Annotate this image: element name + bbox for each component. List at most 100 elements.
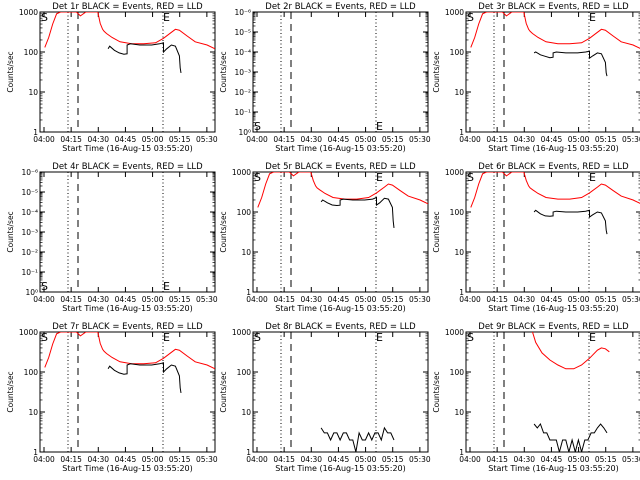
y-axis-label: Counts/sec [432,211,441,252]
x-tick-label: 05:15 [169,295,191,304]
x-axis-label: Start Time (16-Aug-15 03:55:20) [62,144,193,153]
x-tick-label: 04:30 [513,135,535,144]
x-tick-label: 04:00 [33,135,55,144]
x-tick-label: 04:45 [328,295,350,304]
y-tick-label: 1 [33,128,38,137]
x-tick-label: 04:00 [33,455,55,464]
x-tick-label: 05:15 [382,455,404,464]
y-tick-label: 10⁻² [21,248,38,257]
x-tick-label: 04:15 [273,135,295,144]
x-tick-label: 05:30 [622,135,640,144]
x-tick-label: 04:45 [541,295,563,304]
y-tick-label: 100 [24,368,39,377]
y-tick-label: 100 [450,368,465,377]
y-tick-label: 10⁻³ [234,68,251,77]
marker-e: E [376,171,383,184]
x-tick-label: 05:00 [568,295,590,304]
plot-frame [39,11,216,133]
marker-s: S [467,171,474,184]
chart-title: Det 5r BLACK = Events, RED = LLD [265,162,416,172]
x-tick-label: 05:30 [622,455,640,464]
plot-frame [252,331,429,453]
x-tick-label: 04:30 [513,455,535,464]
panel-det-6r: Det 6r BLACK = Events, RED = LLD 1 10 100 10… [432,162,640,313]
x-tick-label: 04:45 [541,135,563,144]
y-axis-label: Counts/sec [219,51,228,92]
x-axis-label: Start Time (16-Aug-15 03:55:20) [488,464,619,473]
y-tick-label: 100 [237,208,252,217]
panel-det-5r: Det 5r BLACK = Events, RED = LLD 1 10 100 10… [219,162,431,313]
y-tick-label: 1000 [232,328,251,337]
series-events [533,422,608,452]
x-tick-label: 04:30 [300,135,322,144]
x-tick-label: 04:45 [541,455,563,464]
panel-det-8r: Det 8r BLACK = Events, RED = LLD 1 10 100 10… [219,322,431,473]
plot-frame [252,171,429,293]
x-tick-label: 05:15 [595,295,617,304]
y-tick-label: 100 [24,48,39,57]
y-axis-label: Counts/sec [6,51,15,92]
y-axis-label: Counts/sec [219,371,228,412]
marker-s: S [41,11,48,24]
y-axis-label: Counts/sec [6,211,15,252]
x-tick-label: 05:30 [409,295,431,304]
panel-det-1r: Det 1r BLACK = Events, RED = LLD 1 10 100 10… [6,2,218,153]
x-tick-label: 05:15 [382,295,404,304]
y-tick-label: 1000 [19,8,38,17]
x-tick-label: 04:30 [513,295,535,304]
marker-s: S [254,120,261,133]
chart-title: Det 9r BLACK = Events, RED = LLD [478,322,629,332]
series-lld [532,332,610,370]
series-events [320,196,395,228]
x-tick-label: 05:00 [142,295,164,304]
x-tick-label: 04:00 [246,295,268,304]
marker-e: E [589,171,596,184]
y-tick-label: 1 [33,448,38,457]
y-tick-label: 10⁻¹ [234,108,251,117]
x-tick-label: 05:15 [595,135,617,144]
y-tick-label: 10⁻⁴ [234,48,251,57]
x-tick-label: 05:30 [409,455,431,464]
panel-det-9r: Det 9r BLACK = Events, RED = LLD 1 10 100 10… [432,322,640,473]
y-tick-label: 1000 [232,168,251,177]
chart-title: Det 6r BLACK = Events, RED = LLD [478,162,629,172]
series-events [533,50,608,77]
series-lld [257,172,428,208]
x-tick-label: 04:30 [87,295,109,304]
marker-e: E [163,280,170,293]
x-tick-label: 04:30 [300,455,322,464]
y-tick-label: 10 [241,408,251,417]
y-axis-label: Counts/sec [219,211,228,252]
y-tick-label: 10 [28,88,38,97]
y-tick-label: 10⁻⁶ [234,8,251,17]
y-tick-label: 10 [454,408,464,417]
x-tick-label: 04:15 [486,295,508,304]
x-tick-label: 05:30 [409,135,431,144]
x-axis-label: Start Time (16-Aug-15 03:55:20) [488,304,619,313]
y-tick-label: 1 [246,448,251,457]
chart-title: Det 3r BLACK = Events, RED = LLD [478,2,629,12]
y-axis-label: Counts/sec [6,371,15,412]
y-tick-label: 1 [459,288,464,297]
y-tick-label: 1000 [445,168,464,177]
chart-title: Det 2r BLACK = Events, RED = LLD [265,2,416,12]
x-tick-label: 04:45 [115,135,137,144]
y-tick-label: 100 [450,48,465,57]
plot-frame [465,171,640,293]
chart-title: Det 1r BLACK = Events, RED = LLD [52,2,203,12]
x-tick-label: 04:00 [459,135,481,144]
marker-e: E [589,11,596,24]
plot-frame [465,11,640,133]
plot-frame [252,11,429,133]
marker-e: E [589,331,596,344]
x-tick-label: 05:15 [595,455,617,464]
x-tick-label: 04:15 [486,135,508,144]
x-tick-label: 04:00 [459,455,481,464]
x-tick-label: 05:15 [382,135,404,144]
y-tick-label: 10 [454,88,464,97]
plot-frame [39,171,216,293]
y-tick-label: 10⁰ [238,128,251,137]
marker-e: E [163,11,170,24]
x-tick-label: 05:00 [568,135,590,144]
